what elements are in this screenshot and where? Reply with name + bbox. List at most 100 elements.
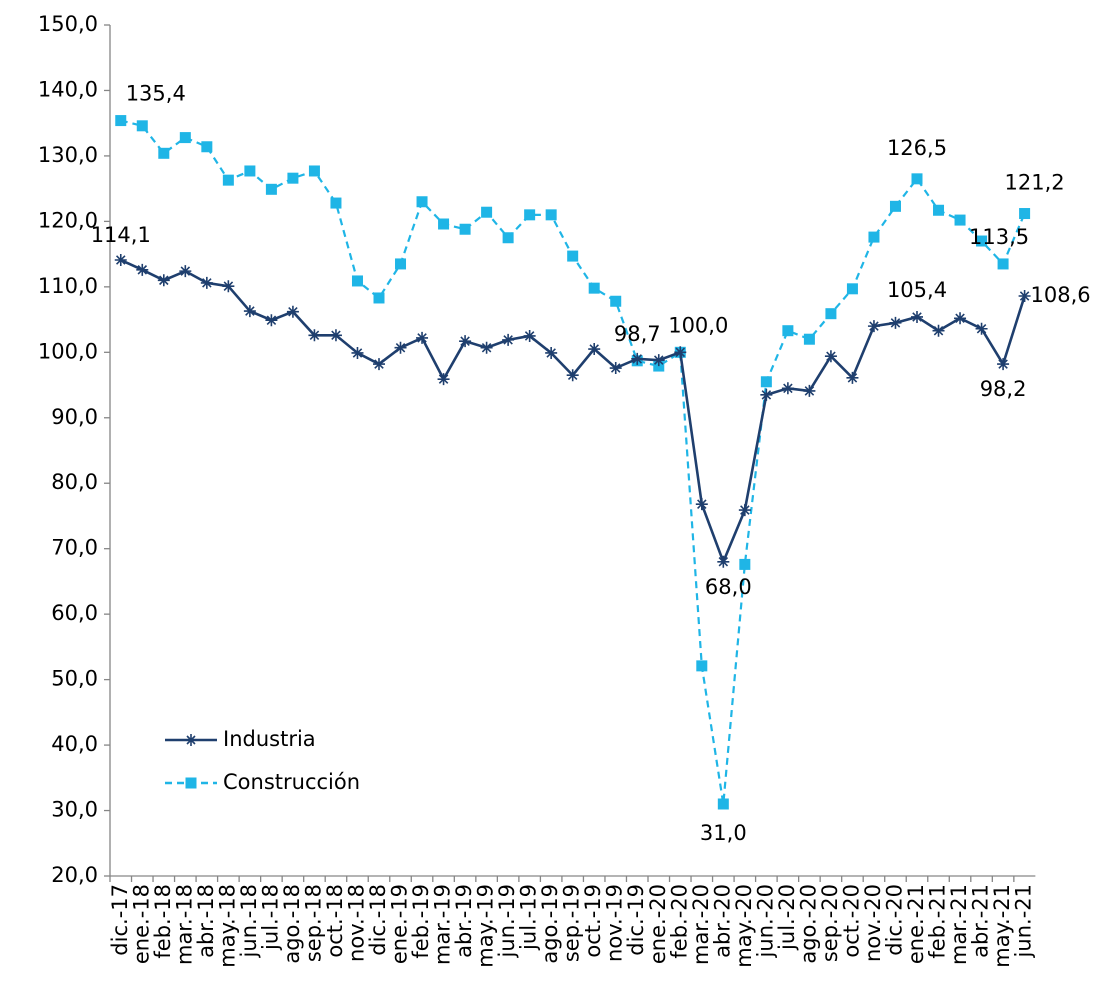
x-tick-label: nov.-18 xyxy=(344,884,368,962)
point xyxy=(824,350,837,363)
legend-entry: Industria xyxy=(165,727,316,751)
point xyxy=(373,358,385,371)
data-label: 105,4 xyxy=(887,278,947,302)
point xyxy=(416,196,428,208)
series-line xyxy=(120,258,1026,566)
point xyxy=(717,555,730,568)
legend-entry: Construcción xyxy=(165,770,360,794)
point xyxy=(803,384,816,397)
y-tick-label: 100,0 xyxy=(38,339,98,363)
y-tick-label: 130,0 xyxy=(38,143,98,167)
point xyxy=(696,660,708,672)
data-label: 121,2 xyxy=(1005,171,1065,195)
series-line xyxy=(120,119,1026,805)
x-tick-label: may.-20 xyxy=(732,884,756,968)
point xyxy=(222,280,235,293)
data-label: 126,5 xyxy=(887,136,947,160)
point xyxy=(523,329,536,342)
point xyxy=(373,292,385,304)
point xyxy=(351,346,364,359)
point xyxy=(201,141,213,153)
y-tick-label: 40,0 xyxy=(51,732,98,756)
point xyxy=(480,341,493,354)
point xyxy=(867,320,880,333)
point xyxy=(1018,290,1031,303)
point xyxy=(932,324,945,337)
x-tick-label: oct.-18 xyxy=(323,884,347,958)
point xyxy=(545,209,557,221)
point xyxy=(588,343,601,356)
point xyxy=(308,329,321,342)
x-tick-label: mar.-18 xyxy=(172,884,196,965)
legend-marker xyxy=(185,734,197,746)
point xyxy=(329,329,342,342)
y-tick-label: 120,0 xyxy=(38,208,98,232)
x-tick-label: sep.-19 xyxy=(560,884,584,962)
x-tick-label: feb.-18 xyxy=(151,884,175,959)
point xyxy=(846,371,859,384)
data-label: 113,5 xyxy=(969,225,1029,249)
legend-marker xyxy=(185,777,197,789)
point xyxy=(157,274,170,287)
data-label: 108,6 xyxy=(1031,283,1091,307)
point xyxy=(868,231,880,243)
point xyxy=(609,362,622,375)
x-tick-label: abr.-21 xyxy=(969,884,993,958)
point xyxy=(286,305,299,318)
point xyxy=(502,232,514,244)
point xyxy=(545,346,558,359)
data-label: 98,7 xyxy=(614,322,661,346)
point xyxy=(179,265,192,278)
y-tick-label: 50,0 xyxy=(51,667,98,691)
y-tick-label: 70,0 xyxy=(51,536,98,560)
x-tick-label: feb.-20 xyxy=(667,884,691,959)
point xyxy=(782,325,794,337)
point xyxy=(416,331,429,344)
point xyxy=(481,206,493,218)
x-tick-label: jul.-20 xyxy=(775,884,799,951)
x-tick-label: dic.-20 xyxy=(882,884,906,956)
x-tick-label: jun.-19 xyxy=(495,884,519,958)
point xyxy=(459,223,471,235)
data-label: 98,2 xyxy=(980,377,1027,401)
point xyxy=(975,322,988,335)
x-tick-label: jun.-18 xyxy=(237,884,261,958)
point xyxy=(803,333,815,345)
point xyxy=(502,333,515,346)
x-tick-label: ago.-19 xyxy=(538,884,562,964)
point xyxy=(395,258,407,270)
point xyxy=(243,305,256,318)
x-tick-label: oct.-19 xyxy=(581,884,605,958)
point xyxy=(610,295,622,307)
point xyxy=(976,235,988,247)
point xyxy=(459,335,472,348)
x-tick-label: jun.-21 xyxy=(1012,884,1036,958)
x-tick-label: sep.-20 xyxy=(818,884,842,962)
point xyxy=(739,558,751,570)
data-label: 135,4 xyxy=(126,82,186,106)
point xyxy=(674,346,687,359)
y-tick-label: 30,0 xyxy=(51,798,98,822)
point xyxy=(911,173,923,185)
data-label: 100,0 xyxy=(668,313,728,337)
x-tick-label: mar.-19 xyxy=(431,884,455,965)
point xyxy=(179,132,191,144)
point xyxy=(954,312,967,325)
x-tick-label: ago.-18 xyxy=(280,884,304,964)
x-tick-label: nov.-19 xyxy=(603,884,627,962)
point xyxy=(437,373,450,386)
point xyxy=(308,165,320,177)
y-tick-label: 20,0 xyxy=(51,863,98,887)
y-tick-label: 150,0 xyxy=(38,12,98,36)
point xyxy=(136,120,148,132)
point xyxy=(158,147,170,159)
y-tick-label: 110,0 xyxy=(38,274,98,298)
point xyxy=(567,250,579,262)
point xyxy=(760,376,772,388)
x-tick-label: abr.-20 xyxy=(710,884,734,958)
point xyxy=(114,254,127,267)
x-tick-label: jul.-18 xyxy=(258,884,282,951)
x-tick-label: may.-21 xyxy=(990,884,1014,968)
point xyxy=(265,183,277,195)
